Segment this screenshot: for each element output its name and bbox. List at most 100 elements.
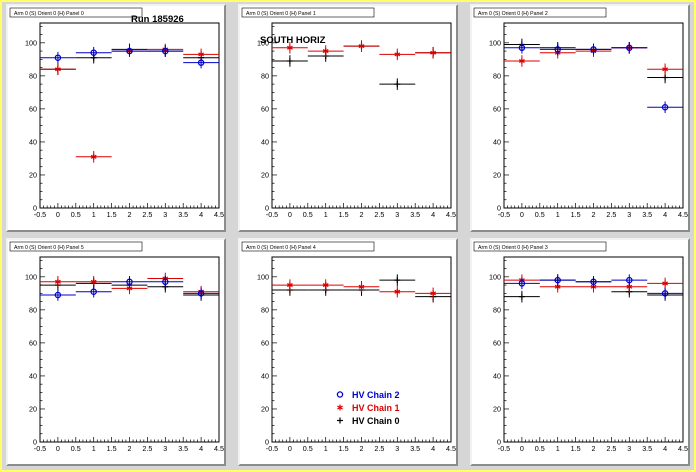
x-tick-label: 4.5	[446, 444, 456, 453]
point-hv-chain-1	[662, 66, 668, 73]
x-tick-label: 4	[431, 444, 435, 453]
point-hv-chain-2	[590, 278, 597, 286]
x-tick-label: 1	[92, 444, 96, 453]
x-tick-label: -0.5	[34, 210, 46, 219]
y-tick-label: 60	[261, 338, 269, 347]
point-hv-chain-1	[322, 282, 329, 289]
chart-annotation: Run 185926	[131, 14, 184, 25]
x-tick-label: 1	[556, 444, 560, 453]
x-tick-label: 2	[592, 210, 596, 219]
x-tick-label: 0.5	[535, 210, 545, 219]
y-tick-label: 0	[265, 204, 269, 213]
point-hv-chain-0	[286, 57, 293, 64]
point-hv-chain-1	[55, 278, 61, 285]
y-tick-label: 100	[489, 272, 501, 281]
point-hv-chain-2	[661, 290, 669, 297]
y-tick-label: 60	[493, 104, 501, 113]
y-tick-label: 20	[29, 405, 37, 414]
x-tick-label: 0	[520, 444, 524, 453]
y-tick-label: 40	[29, 138, 37, 147]
x-tick-label: 3.5	[410, 210, 420, 219]
y-tick-label: 0	[497, 438, 501, 447]
chart-title: Arm 0 (S) Orient 0 (H) Panel 0	[14, 11, 84, 17]
point-hv-chain-2	[518, 280, 526, 287]
x-tick-label: 3	[163, 444, 167, 453]
x-tick-label: 1.5	[571, 444, 581, 453]
point-hv-chain-1	[287, 44, 293, 51]
chart-panel-1: Arm 0 (S) Orient 0 (H) Panel 1 SOUTH HORI…	[241, 7, 456, 219]
chart-panel-4: Arm 0 (S) Orient 0 (H) Panel 40204060801…	[241, 241, 456, 453]
x-tick-label: 0.5	[303, 444, 313, 453]
pad-panel-1[interactable]: Arm 0 (S) Orient 0 (H) Panel 1 SOUTH HORI…	[238, 4, 458, 232]
chart-title: Arm 0 (S) Orient 0 (H) Panel 2	[478, 11, 548, 17]
x-tick-label: 1.5	[107, 444, 117, 453]
x-tick-label: 3.5	[178, 444, 188, 453]
y-tick-label: 20	[261, 405, 269, 414]
legend-marker	[337, 404, 343, 411]
x-tick-label: 2	[128, 444, 132, 453]
legend-label: HV Chain 1	[352, 403, 400, 413]
x-tick-label: 0.5	[303, 210, 313, 219]
point-hv-chain-2	[197, 290, 205, 297]
point-hv-chain-2	[626, 276, 633, 284]
x-tick-label: 4	[199, 444, 203, 453]
x-tick-label: 0	[56, 444, 60, 453]
x-tick-label: 1.5	[339, 444, 349, 453]
legend-marker	[336, 391, 344, 398]
pad-panel-0[interactable]: Arm 0 (S) Orient 0 (H) Panel 0 Run 185926…	[6, 4, 226, 232]
point-hv-chain-2	[590, 46, 597, 53]
y-tick-label: 20	[29, 171, 37, 180]
pad-panel-3[interactable]: Arm 0 (S) Orient 0 (H) Panel 3 0 20 40 60 80 1…	[470, 238, 690, 466]
point-hv-chain-0	[518, 293, 525, 300]
y-tick-label: 100	[489, 38, 501, 47]
title-box	[241, 7, 375, 18]
y-tick-label: 60	[29, 338, 37, 347]
point-hv-chain-2	[661, 103, 669, 111]
y-tick-label: 60	[261, 104, 269, 113]
x-tick-label: 1	[324, 210, 328, 219]
pad-panel-5[interactable]: Arm 0 (S) Orient 0 (H) Panel 5 0 20 40 60 80 1…	[6, 238, 226, 466]
x-tick-label: 4	[663, 444, 667, 453]
y-tick-label: 0	[33, 204, 37, 213]
point-hv-chain-2	[554, 46, 561, 53]
chart-panel-0: Arm 0 (S) Orient 0 (H) Panel 0 Run 185926…	[9, 7, 224, 219]
title-box	[473, 241, 607, 252]
x-tick-label: -0.5	[266, 210, 278, 219]
point-hv-chain-1	[55, 66, 61, 73]
point-hv-chain-1	[394, 288, 401, 295]
point-hv-chain-2	[90, 49, 97, 56]
x-tick-label: 1	[92, 210, 96, 219]
point-hv-chain-1	[430, 49, 436, 56]
pad-panel-2[interactable]: Arm 0 (S) Orient 0 (H) Panel 2 0 20 40 60 80 1…	[470, 4, 690, 232]
x-tick-label: 0	[520, 210, 524, 219]
pad-panel-4[interactable]: Arm 0 (S) Orient 0 (H) Panel 4 0 20 40 60 80 1…	[238, 238, 458, 466]
y-tick-label: 100	[25, 38, 37, 47]
y-tick-label: 80	[29, 71, 37, 80]
x-tick-label: 2.5	[606, 210, 616, 219]
y-tick-label: 20	[493, 405, 501, 414]
y-tick-label: 80	[493, 305, 501, 314]
x-tick-label: 4.5	[446, 210, 456, 219]
x-tick-label: 0	[288, 444, 292, 453]
y-tick-label: 40	[261, 372, 269, 381]
y-tick-label: 40	[493, 138, 501, 147]
point-hv-chain-2	[518, 44, 526, 52]
x-tick-label: 1.5	[339, 210, 349, 219]
point-hv-chain-1	[322, 48, 329, 55]
point-hv-chain-1	[90, 153, 97, 160]
title-box	[473, 7, 607, 18]
y-tick-label: 60	[493, 338, 501, 347]
y-tick-label: 100	[25, 272, 37, 281]
x-tick-label: 2	[360, 210, 364, 219]
x-tick-label: 2.5	[606, 444, 616, 453]
y-tick-label: 80	[261, 71, 269, 80]
x-tick-label: 0	[56, 210, 60, 219]
x-tick-label: 4.5	[678, 444, 688, 453]
point-hv-chain-0	[394, 277, 401, 284]
y-tick-label: 20	[493, 171, 501, 180]
chart-panel-3: Arm 0 (S) Orient 0 (H) Panel 30204060801…	[473, 241, 688, 453]
point-hv-chain-1	[90, 278, 97, 285]
x-tick-label: 3	[627, 444, 631, 453]
x-tick-label: 4.5	[214, 210, 224, 219]
